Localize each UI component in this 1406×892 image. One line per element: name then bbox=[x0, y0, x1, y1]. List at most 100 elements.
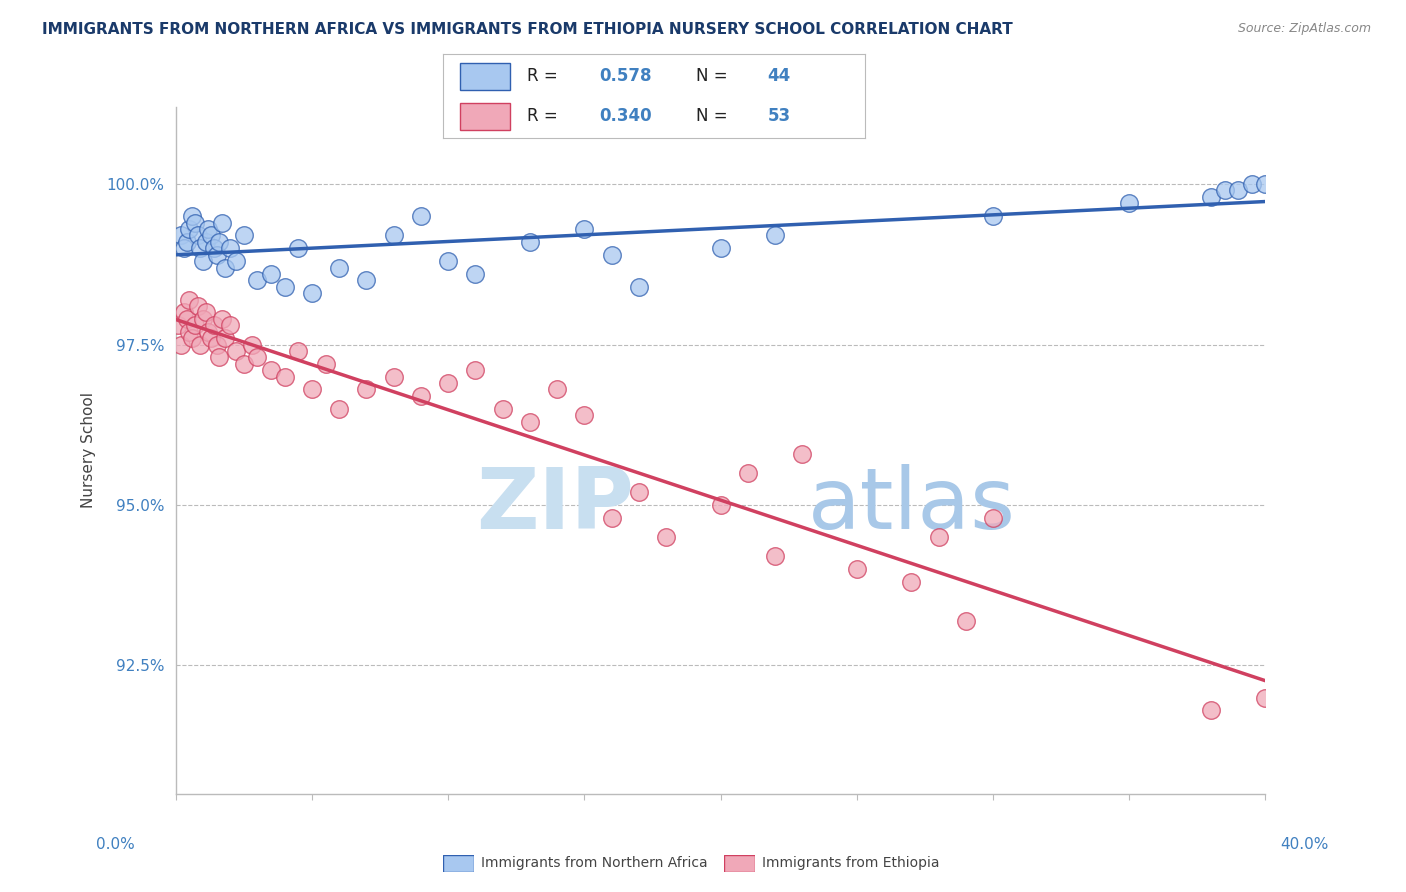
Point bbox=[186, 299, 209, 313]
Point bbox=[845, 562, 868, 576]
Text: atlas: atlas bbox=[807, 464, 1015, 547]
FancyBboxPatch shape bbox=[460, 62, 510, 90]
Point bbox=[710, 241, 733, 255]
Point bbox=[232, 357, 254, 371]
Point bbox=[167, 318, 190, 333]
Point bbox=[1199, 703, 1222, 717]
Point bbox=[737, 466, 759, 480]
Point bbox=[356, 383, 378, 397]
Text: 0.340: 0.340 bbox=[599, 107, 651, 125]
Point bbox=[179, 222, 201, 236]
Point bbox=[211, 311, 233, 326]
Point bbox=[274, 279, 297, 293]
Point bbox=[232, 228, 254, 243]
Text: N =: N = bbox=[696, 107, 733, 125]
Point bbox=[1118, 196, 1140, 211]
Point bbox=[208, 235, 231, 249]
Point bbox=[197, 325, 219, 339]
Point bbox=[574, 222, 596, 236]
Point bbox=[328, 401, 350, 416]
Text: 0.0%: 0.0% bbox=[96, 838, 135, 852]
Point bbox=[191, 311, 214, 326]
Text: Immigrants from Ethiopia: Immigrants from Ethiopia bbox=[762, 856, 939, 871]
Point bbox=[246, 351, 269, 365]
Point bbox=[546, 383, 568, 397]
Point bbox=[260, 363, 283, 377]
Point bbox=[197, 222, 219, 236]
Point bbox=[437, 376, 460, 390]
Point bbox=[409, 209, 432, 223]
Text: Source: ZipAtlas.com: Source: ZipAtlas.com bbox=[1237, 22, 1371, 36]
Point bbox=[194, 235, 217, 249]
Point bbox=[184, 216, 207, 230]
Point bbox=[188, 337, 211, 351]
Point bbox=[1254, 177, 1277, 191]
Point bbox=[301, 286, 323, 301]
Point bbox=[260, 267, 283, 281]
Point bbox=[328, 260, 350, 275]
Point bbox=[179, 293, 201, 307]
Point bbox=[240, 337, 263, 351]
Point bbox=[191, 254, 214, 268]
Point bbox=[519, 415, 541, 429]
Point bbox=[176, 235, 198, 249]
Point bbox=[246, 273, 269, 287]
Point bbox=[214, 331, 236, 345]
Point bbox=[600, 511, 623, 525]
Point bbox=[173, 305, 195, 319]
Point bbox=[763, 549, 786, 564]
Text: R =: R = bbox=[527, 107, 564, 125]
Point bbox=[600, 248, 623, 262]
Point bbox=[186, 228, 209, 243]
Point bbox=[179, 325, 201, 339]
Point bbox=[315, 357, 337, 371]
Point bbox=[287, 343, 309, 358]
Point bbox=[188, 241, 211, 255]
Point bbox=[928, 530, 950, 544]
Point bbox=[409, 389, 432, 403]
Text: IMMIGRANTS FROM NORTHERN AFRICA VS IMMIGRANTS FROM ETHIOPIA NURSERY SCHOOL CORRE: IMMIGRANTS FROM NORTHERN AFRICA VS IMMIG… bbox=[42, 22, 1012, 37]
Point bbox=[464, 267, 486, 281]
Point bbox=[200, 228, 222, 243]
Point bbox=[211, 216, 233, 230]
Point bbox=[184, 318, 207, 333]
Point bbox=[219, 318, 242, 333]
Point bbox=[1213, 184, 1236, 198]
Point bbox=[173, 241, 195, 255]
Point bbox=[287, 241, 309, 255]
Point bbox=[181, 331, 204, 345]
Point bbox=[981, 511, 1004, 525]
Point bbox=[710, 498, 733, 512]
Point bbox=[627, 279, 650, 293]
Point bbox=[900, 575, 922, 590]
Text: R =: R = bbox=[527, 68, 564, 86]
Point bbox=[274, 369, 297, 384]
Text: N =: N = bbox=[696, 68, 733, 86]
Point bbox=[655, 530, 678, 544]
Text: 53: 53 bbox=[768, 107, 790, 125]
Point bbox=[225, 343, 247, 358]
Point bbox=[627, 485, 650, 500]
FancyBboxPatch shape bbox=[460, 103, 510, 130]
Text: Immigrants from Northern Africa: Immigrants from Northern Africa bbox=[481, 856, 707, 871]
Point bbox=[1240, 177, 1263, 191]
Point bbox=[208, 351, 231, 365]
Point bbox=[202, 241, 225, 255]
Point bbox=[464, 363, 486, 377]
Point bbox=[519, 235, 541, 249]
Point bbox=[981, 209, 1004, 223]
Point bbox=[1227, 184, 1250, 198]
Text: ZIP: ZIP bbox=[475, 464, 633, 547]
Point bbox=[763, 228, 786, 243]
Point bbox=[301, 383, 323, 397]
Point bbox=[181, 209, 204, 223]
Point bbox=[205, 337, 228, 351]
Point bbox=[170, 228, 193, 243]
Point bbox=[214, 260, 236, 275]
Point bbox=[1199, 190, 1222, 204]
Point bbox=[205, 248, 228, 262]
Point bbox=[219, 241, 242, 255]
Y-axis label: Nursery School: Nursery School bbox=[80, 392, 96, 508]
Point bbox=[792, 447, 814, 461]
Point bbox=[170, 337, 193, 351]
